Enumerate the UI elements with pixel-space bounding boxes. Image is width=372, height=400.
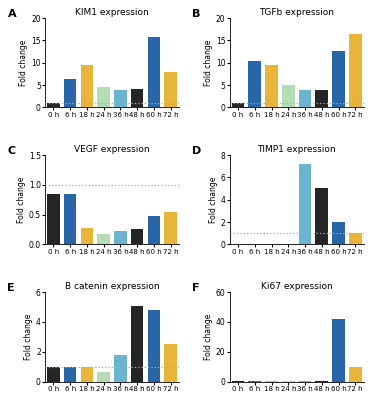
- Bar: [47, 367, 60, 382]
- Bar: [232, 381, 244, 382]
- Bar: [164, 72, 177, 108]
- Title: TIMP1 expression: TIMP1 expression: [257, 145, 336, 154]
- Bar: [332, 51, 345, 108]
- Bar: [315, 188, 328, 244]
- Bar: [64, 367, 76, 382]
- Y-axis label: Fold change: Fold change: [24, 314, 33, 360]
- Bar: [97, 87, 110, 108]
- Bar: [114, 90, 127, 108]
- Bar: [114, 231, 127, 244]
- Bar: [164, 344, 177, 382]
- Bar: [315, 381, 328, 382]
- Bar: [97, 234, 110, 244]
- Bar: [299, 381, 311, 382]
- Bar: [81, 228, 93, 244]
- Bar: [148, 37, 160, 108]
- Bar: [349, 34, 362, 108]
- Bar: [265, 381, 278, 382]
- Title: Ki67 expression: Ki67 expression: [261, 282, 333, 292]
- Bar: [47, 194, 60, 244]
- Y-axis label: Fold change: Fold change: [204, 314, 213, 360]
- Bar: [148, 310, 160, 382]
- Bar: [47, 104, 60, 108]
- Title: TGFb expression: TGFb expression: [259, 8, 334, 17]
- Title: KIM1 expression: KIM1 expression: [75, 8, 149, 17]
- Bar: [332, 319, 345, 382]
- Bar: [81, 66, 93, 108]
- Bar: [299, 90, 311, 108]
- Title: VEGF expression: VEGF expression: [74, 145, 150, 154]
- Bar: [282, 85, 295, 108]
- Bar: [131, 306, 144, 382]
- Title: B catenin expression: B catenin expression: [65, 282, 159, 292]
- Y-axis label: Fold change: Fold change: [19, 40, 28, 86]
- Y-axis label: Fold change: Fold change: [17, 177, 26, 223]
- Bar: [114, 355, 127, 382]
- Text: C: C: [7, 146, 16, 156]
- Y-axis label: Fold change: Fold change: [204, 40, 213, 86]
- Text: F: F: [192, 283, 200, 293]
- Bar: [131, 89, 144, 108]
- Bar: [64, 79, 76, 108]
- Bar: [349, 233, 362, 244]
- Bar: [315, 90, 328, 108]
- Bar: [332, 222, 345, 244]
- Bar: [248, 61, 261, 108]
- Y-axis label: Fold change: Fold change: [209, 177, 218, 223]
- Bar: [299, 164, 311, 244]
- Text: A: A: [7, 9, 16, 19]
- Bar: [64, 194, 76, 244]
- Text: B: B: [192, 9, 201, 19]
- Bar: [97, 372, 110, 382]
- Bar: [349, 367, 362, 382]
- Bar: [164, 212, 177, 244]
- Bar: [232, 102, 244, 108]
- Bar: [248, 381, 261, 382]
- Bar: [282, 381, 295, 382]
- Text: D: D: [192, 146, 201, 156]
- Text: E: E: [7, 283, 15, 293]
- Bar: [81, 367, 93, 382]
- Bar: [131, 229, 144, 244]
- Bar: [265, 66, 278, 108]
- Bar: [148, 216, 160, 244]
